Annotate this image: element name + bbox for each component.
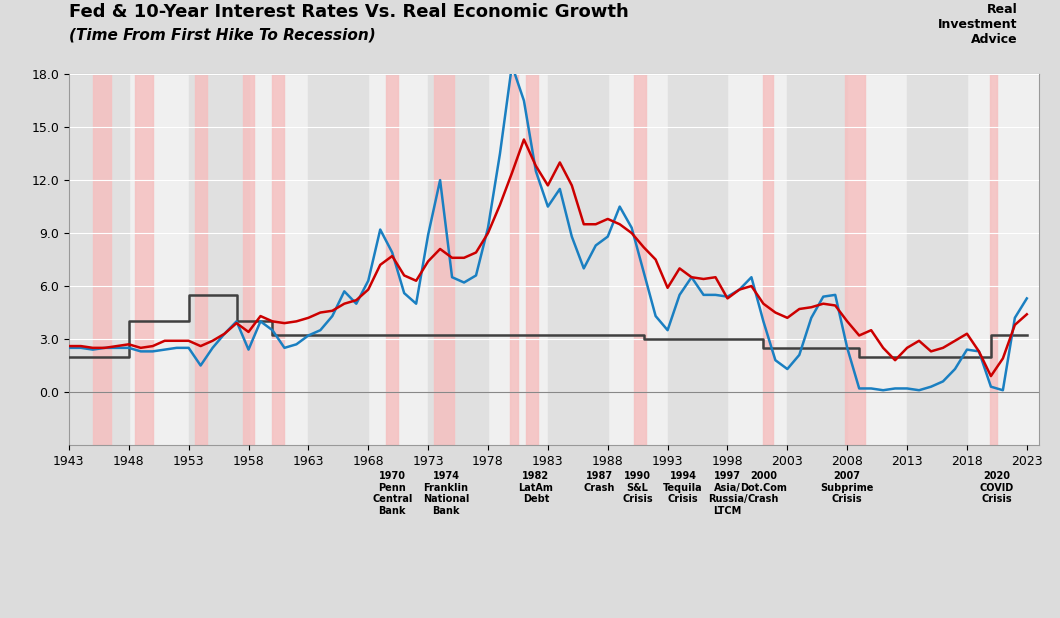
Series4 (122, 353, 135, 360)
Bar (763, 74, 773, 445)
Series4 (530, 332, 543, 339)
Text: 2007
Subprime
Crisis: 2007 Subprime Crisis (820, 471, 873, 504)
Series4 (853, 353, 866, 360)
Series4 (985, 332, 997, 339)
Bar (435, 74, 455, 445)
10-Year Rate (781, 314, 794, 321)
Bar (386, 74, 399, 445)
Text: Fed & 10-Year Interest Rates Vs. Real Economic Growth: Fed & 10-Year Interest Rates Vs. Real Ec… (69, 3, 629, 21)
Series4 (182, 291, 195, 298)
Bar (69, 74, 128, 445)
Text: 1987
Crash: 1987 Crash (584, 471, 615, 493)
Series4 (398, 332, 410, 339)
10-Year Rate (673, 265, 686, 272)
Series4 (266, 318, 279, 325)
Text: Real
Investment
Advice: Real Investment Advice (938, 3, 1018, 46)
10-Year Rate (853, 332, 866, 339)
Series4 (230, 318, 243, 325)
Series4 (757, 336, 770, 343)
10-Year Rate (601, 215, 614, 222)
Bar (189, 74, 248, 445)
Line: Series4: Series4 (69, 295, 1027, 357)
Text: 2020
COVID
Crisis: 2020 COVID Crisis (979, 471, 1014, 504)
Series4 (985, 353, 997, 360)
10-Year Rate (901, 344, 914, 352)
Fed Interest Rate (877, 386, 889, 394)
Bar (510, 74, 518, 445)
Bar (195, 74, 207, 445)
Series4 (1021, 332, 1034, 339)
10-Year Rate (517, 136, 530, 143)
Series4 (530, 332, 543, 339)
Bar (907, 74, 967, 445)
Series4 (122, 318, 135, 325)
Series4 (445, 332, 458, 339)
Fed Interest Rate (1021, 295, 1034, 302)
Bar (272, 74, 284, 445)
Text: 2000
Dot.Com
Crash: 2000 Dot.Com Crash (740, 471, 787, 504)
Bar (668, 74, 727, 445)
Text: 1994
Tequila
Crisis: 1994 Tequila Crisis (664, 471, 703, 504)
Fed Interest Rate (601, 233, 614, 240)
Series4 (853, 344, 866, 352)
Bar (527, 74, 538, 445)
Series4 (266, 332, 279, 339)
Fed Interest Rate (673, 291, 686, 298)
Text: 1970
Penn
Central
Bank: 1970 Penn Central Bank (372, 471, 412, 515)
Bar (308, 74, 368, 445)
Fed Interest Rate (63, 344, 75, 352)
10-Year Rate (63, 342, 75, 350)
Fed Interest Rate (781, 365, 794, 373)
Fed Interest Rate (949, 365, 961, 373)
Text: 1974
Franklin
National
Bank: 1974 Franklin National Bank (423, 471, 470, 515)
Bar (634, 74, 646, 445)
Bar (135, 74, 153, 445)
Series4 (637, 332, 650, 339)
Bar (548, 74, 607, 445)
Bar (788, 74, 847, 445)
Bar (845, 74, 865, 445)
Text: (Time From First Hike To Recession): (Time From First Hike To Recession) (69, 28, 375, 43)
Series4 (445, 332, 458, 339)
Fed Interest Rate (853, 385, 866, 392)
Series4 (757, 344, 770, 352)
Line: Fed Interest Rate: Fed Interest Rate (69, 66, 1027, 390)
Series4 (398, 332, 410, 339)
Series4 (230, 291, 243, 298)
Series4 (182, 318, 195, 325)
Series4 (637, 336, 650, 343)
Text: 1990
S&L
Crisis: 1990 S&L Crisis (622, 471, 653, 504)
Text: 1997
Asia/
Russia/
LTCM: 1997 Asia/ Russia/ LTCM (708, 471, 747, 515)
Line: 10-Year Rate: 10-Year Rate (69, 140, 1027, 376)
10-Year Rate (985, 373, 997, 380)
Bar (428, 74, 488, 445)
10-Year Rate (937, 344, 950, 352)
Fed Interest Rate (506, 62, 518, 69)
Fed Interest Rate (913, 386, 925, 394)
Bar (990, 74, 996, 445)
Series4 (63, 353, 75, 360)
Bar (93, 74, 111, 445)
Bar (243, 74, 254, 445)
Text: 1982
LatAm
Debt: 1982 LatAm Debt (518, 471, 553, 504)
10-Year Rate (1021, 311, 1034, 318)
